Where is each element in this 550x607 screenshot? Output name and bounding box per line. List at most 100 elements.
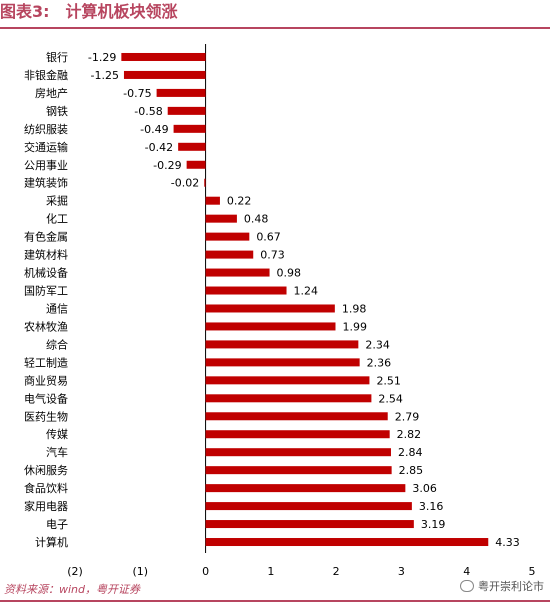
bar-chart: 银行 -1.29 非银金融 -1.25 房地产 -0.75 钢铁 -0.58 纺织服装 -0.49…	[24, 44, 536, 578]
bar	[205, 358, 360, 367]
data-label: 3.16	[419, 500, 444, 513]
category-label: 汽车	[46, 445, 68, 459]
category-label: 综合	[46, 337, 68, 351]
data-label: 0.73	[260, 249, 285, 262]
data-label: 1.24	[294, 285, 319, 298]
category-label: 房地产	[35, 86, 68, 100]
bar	[156, 88, 206, 97]
data-label: 0.98	[277, 267, 302, 280]
data-label: 2.51	[376, 374, 401, 387]
data-label: 2.34	[365, 338, 390, 351]
category-label: 国防军工	[24, 284, 68, 298]
x-tick-label: (1)	[132, 565, 148, 578]
category-label: 纺织服装	[24, 122, 68, 136]
bar	[121, 52, 206, 61]
x-tick-label: 3	[398, 565, 405, 578]
x-tick-label: 0	[202, 565, 209, 578]
category-label: 公用事业	[24, 159, 68, 172]
bar	[205, 502, 412, 511]
x-tick-label: 2	[333, 565, 340, 578]
bar	[178, 142, 206, 151]
bottom-rule	[0, 600, 550, 602]
data-label: 1.99	[342, 320, 367, 333]
bar	[123, 70, 206, 79]
data-label: -0.42	[145, 141, 173, 154]
category-label: 农林牧渔	[24, 319, 68, 333]
category-label: 电子	[46, 518, 68, 531]
data-label: 2.85	[399, 464, 424, 477]
data-label: 2.79	[395, 410, 420, 423]
category-label: 银行	[46, 50, 68, 64]
category-label: 采掘	[46, 194, 68, 208]
category-label: 家用电器	[24, 499, 68, 513]
data-label: 2.36	[367, 356, 392, 369]
category-label: 食品饮料	[24, 481, 68, 495]
bar	[205, 412, 388, 421]
bar	[205, 232, 250, 241]
x-tick-label: 1	[267, 565, 274, 578]
category-label: 机械设备	[24, 266, 68, 280]
figure-title: 图表3: 计算机板块领涨	[0, 0, 550, 26]
chart-title: 计算机板块领涨	[65, 2, 178, 21]
category-label: 化工	[46, 212, 68, 226]
data-label: 0.22	[227, 195, 252, 208]
x-tick-label: (2)	[67, 565, 83, 578]
x-tick-label: 4	[463, 565, 470, 578]
category-label: 建筑材料	[24, 248, 68, 262]
category-label: 商业贸易	[24, 373, 68, 387]
category-label: 通信	[46, 302, 68, 315]
category-label: 非银金融	[24, 68, 68, 82]
bar	[167, 106, 206, 115]
x-tick-label: 5	[529, 565, 536, 578]
data-label: 0.48	[244, 213, 269, 226]
data-label: 2.54	[378, 392, 403, 405]
bar	[205, 322, 336, 331]
bar	[205, 448, 391, 457]
data-label: 3.06	[412, 482, 437, 495]
data-label: -0.29	[153, 159, 181, 172]
bar	[205, 466, 392, 475]
data-label: -0.58	[134, 105, 162, 118]
bar	[205, 484, 406, 493]
data-label: 2.82	[397, 428, 422, 441]
bar	[205, 268, 270, 277]
bar	[204, 178, 206, 187]
data-label: 0.67	[256, 231, 281, 244]
bar	[186, 160, 206, 169]
bar	[205, 340, 359, 349]
category-label: 休闲服务	[24, 463, 68, 477]
bar	[205, 430, 390, 439]
data-label: -0.02	[171, 177, 199, 190]
bar	[205, 214, 237, 223]
bar	[205, 304, 335, 313]
chat-bubble-icon	[460, 580, 474, 592]
source-note: 资料来源：wind，粤开证券	[4, 583, 141, 596]
bar	[173, 124, 206, 133]
data-label: 4.33	[495, 536, 519, 549]
category-label: 医药生物	[24, 409, 68, 423]
category-label: 交通运输	[24, 140, 68, 154]
watermark: 粤开崇利论市	[460, 578, 544, 594]
category-label: 传媒	[46, 428, 68, 441]
data-label: 1.98	[342, 302, 367, 315]
title-rule	[0, 27, 550, 29]
category-label: 建筑装饰	[24, 176, 68, 190]
bar	[205, 250, 254, 259]
category-label: 计算机	[35, 535, 68, 549]
watermark-text: 粤开崇利论市	[478, 580, 544, 593]
data-label: 2.84	[398, 446, 423, 459]
bar	[205, 394, 372, 403]
bar	[205, 286, 287, 295]
category-label: 轻工制造	[24, 355, 68, 369]
data-label: -1.25	[90, 69, 118, 82]
category-label: 有色金属	[24, 230, 68, 244]
figure-number: 图表3:	[0, 2, 50, 21]
data-label: -0.75	[123, 87, 151, 100]
data-label: 3.19	[421, 518, 446, 531]
bar	[205, 520, 414, 529]
bar	[205, 196, 220, 205]
data-label: -0.49	[140, 123, 168, 136]
data-label: -1.29	[88, 51, 116, 64]
bar	[205, 538, 489, 547]
category-label: 钢铁	[46, 105, 68, 118]
